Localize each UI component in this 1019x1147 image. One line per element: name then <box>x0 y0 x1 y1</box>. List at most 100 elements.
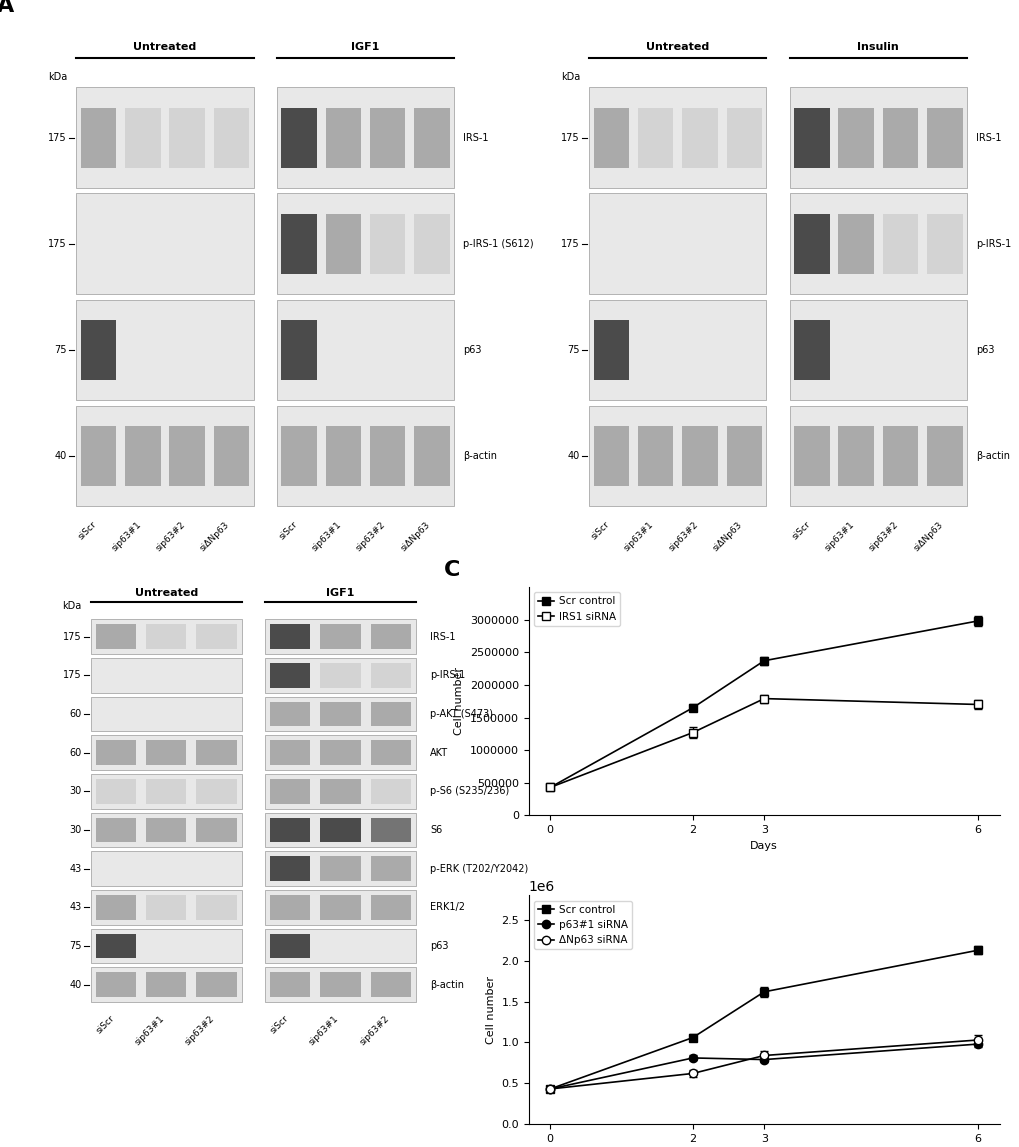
Bar <box>169 108 205 167</box>
Bar <box>197 895 236 920</box>
Bar <box>320 973 361 997</box>
Bar <box>593 320 629 380</box>
Bar <box>320 779 361 804</box>
Text: p63: p63 <box>430 941 448 951</box>
Bar <box>320 895 361 920</box>
Bar <box>320 857 361 881</box>
Bar <box>91 890 242 924</box>
Bar <box>81 108 116 167</box>
Bar <box>146 624 186 649</box>
Bar <box>96 934 137 958</box>
Text: siΔNp63: siΔNp63 <box>199 520 231 553</box>
Bar <box>125 320 160 380</box>
Bar <box>265 851 416 887</box>
Text: sip63#1: sip63#1 <box>622 520 655 553</box>
Bar <box>370 213 405 274</box>
Bar <box>926 426 962 486</box>
Y-axis label: Cell number: Cell number <box>485 976 495 1044</box>
Bar <box>789 194 966 294</box>
Bar <box>270 663 310 687</box>
Bar <box>76 87 254 188</box>
Bar <box>593 213 629 274</box>
Bar <box>789 299 966 400</box>
Text: kDa: kDa <box>62 601 82 611</box>
Text: β-actin: β-actin <box>463 451 497 461</box>
Text: 30: 30 <box>69 787 82 796</box>
Bar <box>325 426 361 486</box>
Bar <box>146 741 186 765</box>
Bar <box>169 213 205 274</box>
Bar <box>589 406 765 506</box>
X-axis label: Days: Days <box>750 841 777 851</box>
Bar <box>265 967 416 1002</box>
Bar <box>281 320 317 380</box>
Text: S6: S6 <box>430 825 442 835</box>
Bar <box>265 619 416 654</box>
Text: ERK1/2: ERK1/2 <box>430 903 465 912</box>
Bar <box>270 779 310 804</box>
Bar <box>881 213 917 274</box>
Text: siScr: siScr <box>268 1014 290 1036</box>
Bar <box>926 213 962 274</box>
Bar <box>726 108 761 167</box>
Bar <box>276 299 453 400</box>
Text: p-S6 (S235/236): p-S6 (S235/236) <box>430 787 508 796</box>
Bar <box>414 213 449 274</box>
Bar <box>881 426 917 486</box>
Bar <box>76 299 254 400</box>
Bar <box>589 87 765 188</box>
Bar <box>370 741 411 765</box>
Text: sip63#2: sip63#2 <box>867 520 900 553</box>
Bar <box>370 108 405 167</box>
Bar <box>96 624 137 649</box>
Text: siΔNp63: siΔNp63 <box>911 520 944 553</box>
Text: sip63#2: sip63#2 <box>358 1014 390 1047</box>
Bar <box>91 735 242 770</box>
Bar <box>637 108 673 167</box>
Bar <box>96 973 137 997</box>
Bar <box>125 426 160 486</box>
Text: 60: 60 <box>69 748 82 758</box>
Text: 43: 43 <box>69 864 82 874</box>
Bar <box>81 426 116 486</box>
Bar <box>96 779 137 804</box>
Bar <box>881 108 917 167</box>
Text: IRS-1: IRS-1 <box>975 133 1001 142</box>
Bar <box>838 213 873 274</box>
Bar <box>726 426 761 486</box>
Bar <box>789 406 966 506</box>
Bar <box>320 741 361 765</box>
Bar <box>414 426 449 486</box>
Text: 75: 75 <box>567 345 580 354</box>
Bar <box>91 658 242 693</box>
Bar <box>370 973 411 997</box>
Bar <box>325 213 361 274</box>
Bar <box>281 213 317 274</box>
Y-axis label: Cell number: Cell number <box>454 668 464 735</box>
Bar <box>370 624 411 649</box>
Bar <box>91 929 242 963</box>
Text: 30: 30 <box>69 825 82 835</box>
Bar <box>81 213 116 274</box>
Bar <box>637 213 673 274</box>
Text: siScr: siScr <box>95 1014 116 1036</box>
Text: A: A <box>0 0 14 16</box>
Bar <box>370 818 411 842</box>
Bar <box>370 426 405 486</box>
Bar <box>270 702 310 726</box>
Text: 175: 175 <box>63 632 82 641</box>
Bar <box>76 194 254 294</box>
Text: siΔNp63: siΔNp63 <box>398 520 431 553</box>
Bar <box>682 426 717 486</box>
Bar <box>265 812 416 848</box>
Bar <box>265 658 416 693</box>
Bar <box>96 741 137 765</box>
Bar <box>197 779 236 804</box>
Bar <box>197 818 236 842</box>
Text: 175: 175 <box>48 239 67 249</box>
Bar <box>838 426 873 486</box>
Text: 60: 60 <box>69 709 82 719</box>
Text: kDa: kDa <box>48 72 67 83</box>
Text: β-actin: β-actin <box>975 451 1009 461</box>
Bar <box>265 774 416 809</box>
